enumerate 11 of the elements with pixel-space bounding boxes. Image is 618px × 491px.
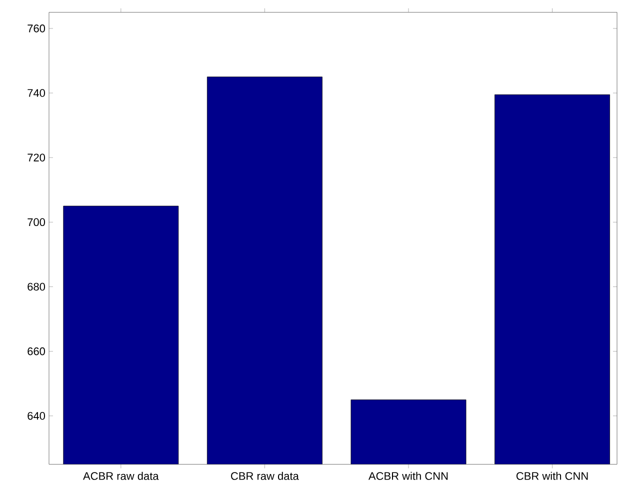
y-tick-label: 740 <box>28 89 46 97</box>
x-tick-label: ACBR raw data <box>83 472 159 480</box>
x-tick-label: ACBR with CNN <box>368 472 448 480</box>
y-tick-label: 760 <box>28 24 46 32</box>
y-tick-label: 680 <box>28 282 46 291</box>
y-tick-label: 720 <box>28 154 46 162</box>
y-tick-label: 640 <box>28 412 46 420</box>
x-tick-label: CBR with CNN <box>516 472 588 480</box>
y-tick-label: 660 <box>28 347 46 356</box>
y-tick-label: 700 <box>28 218 46 226</box>
x-tick-label: CBR raw data <box>231 472 299 480</box>
